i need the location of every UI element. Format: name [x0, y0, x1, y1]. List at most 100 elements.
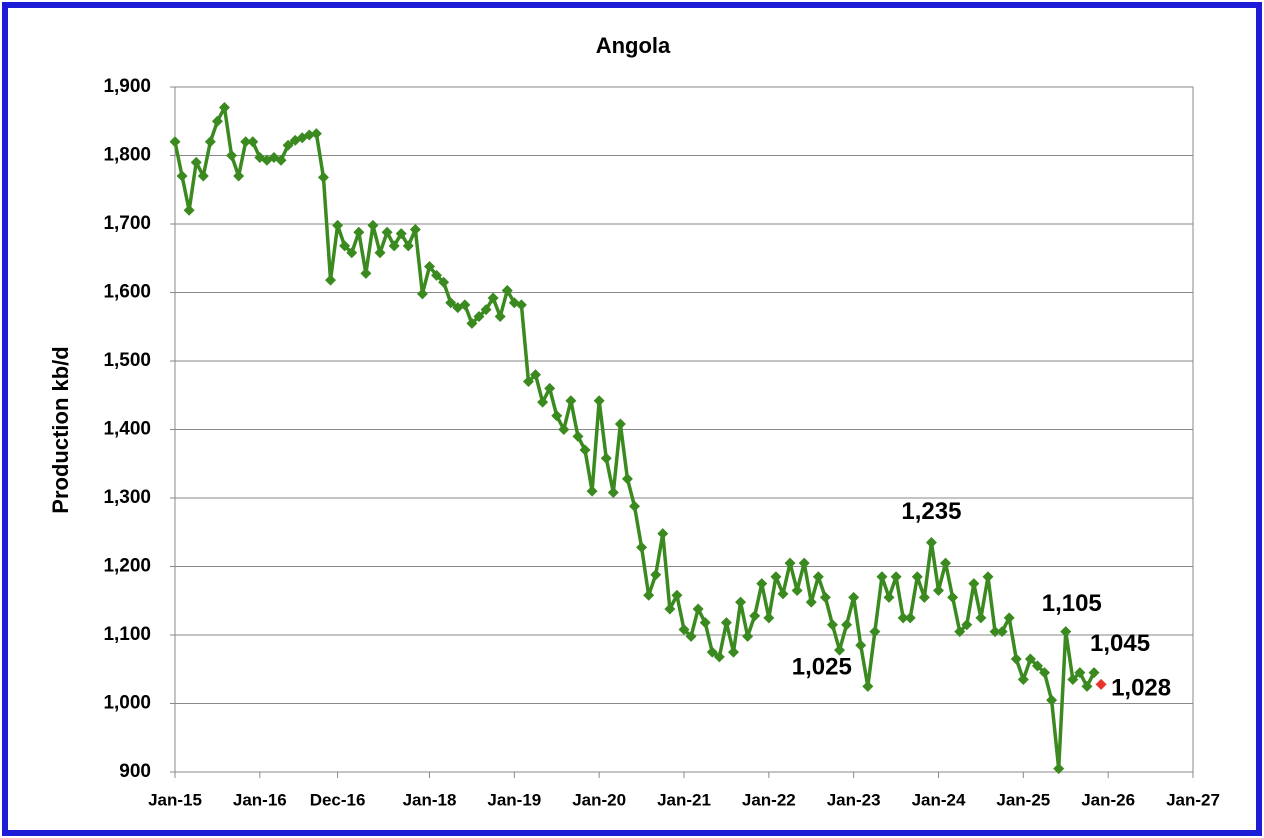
marker: [402, 240, 414, 252]
x-tick-label: Jan-16: [233, 790, 287, 809]
marker: [247, 136, 259, 148]
marker: [848, 591, 860, 603]
y-tick-label: 1,600: [103, 282, 151, 303]
x-tick-label: Jan-20: [572, 790, 626, 809]
marker: [1088, 667, 1100, 679]
marker: [869, 626, 881, 638]
marker: [918, 591, 930, 603]
marker: [600, 452, 612, 464]
marker: [572, 430, 584, 442]
marker: [1081, 680, 1093, 692]
marker: [515, 299, 527, 311]
marker: [947, 591, 959, 603]
marker: [763, 612, 775, 624]
marker: [975, 612, 987, 624]
marker: [544, 382, 556, 394]
marker: [904, 612, 916, 624]
marker: [841, 619, 853, 631]
y-tick-label: 900: [119, 761, 151, 782]
x-tick-label: Jan-26: [1081, 790, 1135, 809]
marker: [416, 288, 428, 300]
marker: [176, 170, 188, 182]
marker: [310, 128, 322, 140]
marker: [346, 247, 358, 259]
marker: [1060, 626, 1072, 638]
x-tick-label: Dec-16: [310, 790, 366, 809]
marker: [487, 292, 499, 304]
marker: [1010, 653, 1022, 665]
marker: [678, 624, 690, 636]
marker: [770, 571, 782, 583]
marker: [1067, 674, 1079, 686]
marker: [742, 630, 754, 642]
annotation: 1,025: [792, 654, 852, 681]
marker: [282, 139, 294, 151]
marker: [381, 226, 393, 238]
marker: [826, 619, 838, 631]
marker: [388, 240, 400, 252]
marker: [699, 617, 711, 629]
x-tick-label: Jan-19: [487, 790, 541, 809]
marker: [424, 260, 435, 272]
marker: [431, 269, 443, 281]
y-tick-label: 1,800: [103, 145, 151, 166]
x-tick-label: Jan-23: [827, 790, 881, 809]
marker: [791, 584, 803, 596]
x-tick-label: Jan-15: [148, 790, 202, 809]
marker: [756, 578, 768, 590]
marker: [876, 571, 888, 583]
marker: [735, 596, 747, 608]
marker: [240, 136, 252, 148]
marker: [805, 596, 817, 608]
marker: [325, 274, 337, 286]
marker: [911, 571, 923, 583]
marker: [713, 651, 725, 663]
annotation: 1,235: [901, 498, 961, 525]
marker: [537, 396, 549, 408]
marker: [607, 487, 619, 499]
marker: [211, 115, 223, 127]
marker: [1039, 667, 1051, 679]
y-tick-label: 1,200: [103, 556, 151, 577]
marker: [671, 589, 683, 601]
marker: [565, 395, 577, 407]
marker: [459, 299, 471, 311]
marker: [395, 228, 407, 240]
marker: [629, 500, 641, 512]
marker: [558, 424, 570, 435]
marker: [692, 603, 704, 615]
marker: [961, 619, 973, 631]
x-tick-label: Jan-24: [912, 790, 966, 809]
marker: [855, 639, 867, 651]
marker: [480, 304, 492, 316]
marker: [409, 223, 421, 235]
marker: [303, 129, 315, 141]
marker: [650, 569, 662, 581]
marker: [586, 485, 598, 497]
marker: [353, 226, 365, 238]
marker: [621, 473, 633, 485]
marker: [834, 644, 846, 656]
marker: [777, 588, 789, 600]
marker: [1024, 653, 1036, 665]
marker: [1031, 660, 1043, 672]
marker: [445, 297, 457, 309]
marker: [233, 170, 245, 182]
y-tick-label: 1,100: [103, 624, 151, 645]
marker: [925, 537, 937, 549]
marker: [197, 170, 209, 182]
marker: [190, 156, 202, 168]
marker: [636, 541, 648, 553]
marker: [784, 557, 796, 569]
y-tick-label: 1,900: [103, 76, 151, 97]
marker: [883, 591, 895, 603]
marker: [226, 150, 238, 161]
y-tick-label: 1,300: [103, 487, 151, 508]
marker: [1053, 763, 1065, 775]
marker: [438, 276, 450, 288]
marker: [593, 395, 605, 407]
marker: [530, 369, 542, 381]
marker: [501, 284, 513, 296]
y-tick-label: 1,700: [103, 213, 151, 234]
